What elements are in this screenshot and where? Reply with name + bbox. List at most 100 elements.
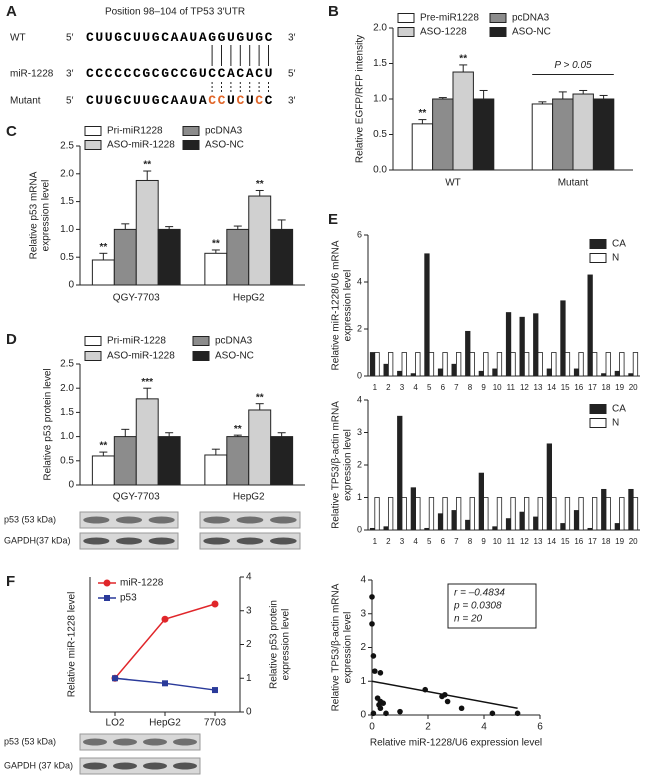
x-tick-label: LO2 xyxy=(106,718,125,729)
blot-label: p53 (53 kDa) xyxy=(4,514,56,524)
x-tick-label: 13 xyxy=(534,383,543,392)
y-tick-label: 4 xyxy=(357,276,362,286)
bar xyxy=(401,497,407,531)
bar xyxy=(592,497,598,531)
legend-label: ASO-NC xyxy=(215,351,254,362)
blot-band xyxy=(203,537,231,545)
bar xyxy=(415,497,421,531)
bar xyxy=(592,98,615,171)
axis-label: expression level xyxy=(343,429,354,501)
bar xyxy=(135,398,159,486)
blot-band xyxy=(236,537,264,545)
bar xyxy=(469,497,475,531)
bar xyxy=(451,363,457,377)
significance: ** xyxy=(256,179,264,190)
point xyxy=(162,680,168,687)
point xyxy=(397,708,403,715)
legend-swatch xyxy=(182,126,200,136)
panel-label: F xyxy=(6,573,15,590)
legend-label: pcDNA3 xyxy=(512,13,550,24)
bar xyxy=(533,516,539,531)
bar xyxy=(383,526,389,531)
bar xyxy=(601,373,607,377)
x-tick-label: 6 xyxy=(441,537,446,546)
point xyxy=(369,621,375,627)
bar xyxy=(469,352,475,377)
series-line xyxy=(114,603,216,679)
y-tick-label: 4 xyxy=(360,575,366,586)
x-tick-label: 2 xyxy=(386,537,391,546)
axis-label: expression level xyxy=(343,270,354,342)
y-tick-label: 1 xyxy=(357,492,362,502)
bar xyxy=(537,352,543,377)
bar xyxy=(437,513,444,531)
error-bar xyxy=(121,223,130,230)
blot-band xyxy=(236,516,264,524)
y-tick-label: 4 xyxy=(246,572,252,583)
bar xyxy=(387,352,394,377)
point xyxy=(383,710,389,717)
x-tick-label: 6 xyxy=(441,383,446,392)
blot-band xyxy=(83,537,110,545)
panel-label: B xyxy=(328,3,339,20)
blot-band xyxy=(143,738,167,746)
blot xyxy=(79,733,201,751)
bar xyxy=(442,352,448,377)
sequence-segment: C xyxy=(255,93,264,108)
bar xyxy=(374,497,380,531)
y-tick-label: 4 xyxy=(357,394,362,404)
legend-label: pcDNA3 xyxy=(215,336,253,347)
error-bar xyxy=(277,432,286,437)
legend-marker xyxy=(104,595,110,601)
point xyxy=(514,710,521,717)
stats-box xyxy=(447,583,537,629)
y-tick-label: 3 xyxy=(360,608,366,619)
x-tick-label: HepG2 xyxy=(233,293,265,304)
error-bar xyxy=(255,189,264,197)
axis-label: Relative p53 protein level xyxy=(43,368,54,480)
blot-label: GAPDH(37 kDa) xyxy=(4,535,71,545)
group-note: P > 0.05 xyxy=(554,60,592,71)
bar xyxy=(619,352,625,377)
legend-label: p53 xyxy=(120,593,137,604)
blot-band xyxy=(173,762,197,770)
x-tick-label: 15 xyxy=(561,383,570,392)
bar xyxy=(157,436,181,486)
bar xyxy=(483,352,489,377)
bar xyxy=(248,409,272,486)
significance: ** xyxy=(459,54,467,65)
significance: ** xyxy=(212,239,220,250)
bar xyxy=(551,497,557,531)
bar xyxy=(383,363,389,377)
legend-swatch xyxy=(192,351,210,361)
x-tick-label: 8 xyxy=(468,383,473,392)
blot-band xyxy=(203,516,231,524)
bar xyxy=(270,436,294,486)
y-tick-label: 2 xyxy=(360,642,366,653)
legend-label: N xyxy=(612,253,619,264)
x-tick-label: 12 xyxy=(520,383,529,392)
y-tick-label: 1.5 xyxy=(60,196,74,207)
x-tick-label: HepG2 xyxy=(233,492,265,503)
bar xyxy=(619,497,625,531)
panel-label: D xyxy=(6,331,17,348)
blot-band xyxy=(143,762,167,770)
x-tick-label: 18 xyxy=(602,383,611,392)
legend-swatch xyxy=(589,404,607,414)
y-tick-label: 2.5 xyxy=(60,359,74,370)
bar xyxy=(455,352,462,377)
bar xyxy=(564,497,571,531)
legend-label: N xyxy=(612,418,619,429)
bar xyxy=(424,527,430,531)
prime-left: 3′ xyxy=(66,69,74,80)
blot-band xyxy=(148,516,175,524)
x-tick-label: 9 xyxy=(481,537,486,546)
x-tick-label: 9 xyxy=(481,383,486,392)
bar xyxy=(519,511,525,531)
y-tick-label: 2 xyxy=(246,639,252,650)
bar xyxy=(428,352,435,377)
bar xyxy=(410,373,416,377)
x-tick-label: 13 xyxy=(534,537,543,546)
blot-band xyxy=(173,738,197,746)
bar xyxy=(578,497,584,531)
